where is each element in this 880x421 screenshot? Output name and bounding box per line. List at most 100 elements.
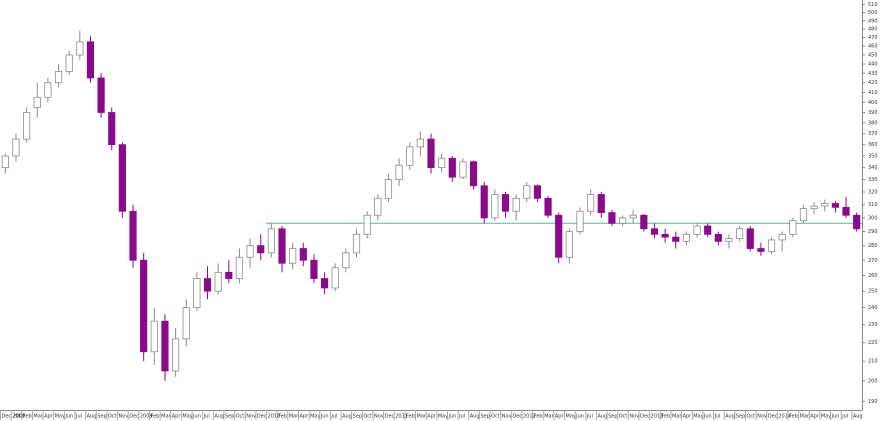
y-tick-label: 500 — [868, 10, 878, 16]
x-tick-label: Feb — [278, 414, 287, 420]
x-tick-label: 2008 — [12, 414, 25, 420]
x-tick-label: Jul — [586, 414, 593, 420]
x-tick-label: Jun — [64, 414, 73, 420]
candle-body — [523, 185, 531, 199]
x-tick-label: Apr — [427, 414, 437, 420]
candle-body — [693, 225, 701, 235]
candle-body — [736, 228, 744, 239]
candle-body — [650, 228, 659, 235]
x-tick-label: Aug — [470, 414, 480, 420]
candle-body — [576, 210, 584, 232]
y-tick-label: 450 — [868, 52, 878, 58]
x-tick-label: 2011 — [395, 414, 408, 420]
x-tick-label: Sep — [225, 414, 234, 420]
candle-body — [544, 197, 552, 216]
x-tick-label: 2010 — [268, 414, 281, 420]
x-tick-label: Apr — [172, 414, 182, 420]
x-tick-label: Nov — [757, 414, 767, 420]
candle-body — [384, 179, 393, 199]
x-tick-label: Feb — [534, 414, 543, 420]
x-tick-label: Aug — [214, 414, 224, 420]
candle-body — [257, 245, 265, 254]
candle-body — [799, 208, 808, 222]
candle-body — [725, 238, 733, 242]
y-tick-label: 290 — [868, 229, 878, 235]
y-tick-label: 510 — [868, 2, 878, 8]
x-tick-label: Jul — [458, 414, 465, 420]
x-tick-label: Dec — [129, 414, 139, 420]
x-tick-label: May — [693, 414, 703, 420]
y-tick-label: 420 — [868, 80, 878, 86]
candle-body — [246, 245, 254, 258]
x-tick-label: Dec — [768, 414, 778, 420]
y-tick-label: 360 — [868, 142, 878, 148]
y-tick-label: 480 — [868, 27, 878, 33]
candle-body — [225, 271, 233, 279]
candle-body — [448, 157, 456, 178]
x-tick-label: Oct — [491, 414, 500, 420]
candle-body — [767, 239, 776, 252]
candle-body — [682, 233, 691, 242]
x-tick-label: Aug — [342, 414, 352, 420]
candle-body — [661, 233, 669, 238]
candle-body — [597, 194, 605, 213]
x-tick-label: Oct — [746, 414, 755, 420]
x-tick-label: May — [566, 414, 576, 420]
candle-body — [289, 248, 297, 264]
y-tick-label: 200 — [868, 378, 878, 384]
y-tick-label: 250 — [868, 289, 878, 295]
candle-body — [203, 278, 212, 292]
candle-body — [810, 205, 818, 210]
x-tick-label: 2009 — [140, 414, 153, 420]
y-tick-label: 470 — [868, 35, 878, 41]
x-tick-label: Dec — [385, 414, 395, 420]
candle-body — [629, 214, 637, 219]
x-tick-label: Jul — [203, 414, 210, 420]
x-tick-label: Oct — [236, 414, 245, 420]
candle-body — [565, 231, 573, 258]
candle-body — [491, 194, 499, 219]
x-tick-label: 2012 — [523, 414, 536, 420]
y-tick-label: 390 — [868, 110, 878, 116]
candle-body — [352, 233, 361, 254]
x-tick-label: May — [310, 414, 320, 420]
x-tick-label: Jun — [831, 414, 840, 420]
candle-body — [320, 278, 329, 289]
x-tick-label: Mar — [417, 414, 427, 420]
x-tick-label: Mar — [800, 414, 810, 420]
x-tick-label: Nov — [629, 414, 639, 420]
x-tick-label: Jun — [320, 414, 329, 420]
y-tick-label: 410 — [868, 90, 878, 96]
candle-body — [299, 248, 307, 261]
x-tick-label: Aug — [853, 414, 863, 420]
x-tick-label: Oct — [108, 414, 117, 420]
x-tick-label: Apr — [683, 414, 693, 420]
y-tick-label: 350 — [868, 153, 878, 159]
candle-body — [469, 161, 478, 187]
candle-body — [44, 82, 52, 98]
candle-body — [278, 228, 286, 264]
x-tick-label: May — [182, 414, 192, 420]
x-tick-label: Feb — [789, 414, 798, 420]
y-tick-label: 460 — [868, 44, 878, 50]
candle-body — [406, 146, 414, 166]
y-tick-label: 210 — [868, 359, 878, 365]
x-tick-label: Aug — [597, 414, 607, 420]
x-tick-label: Sep — [608, 414, 617, 420]
x-tick-label: Jul — [330, 414, 337, 420]
x-tick-label: Apr — [44, 414, 54, 420]
candle-body — [395, 164, 403, 181]
y-tick-label: 430 — [868, 71, 878, 77]
candle-body — [97, 77, 105, 113]
x-tick-label: Jul — [75, 414, 82, 420]
candle-body — [853, 214, 861, 230]
candle-body — [480, 185, 488, 219]
y-tick-label: 330 — [868, 177, 878, 183]
y-tick-label: 380 — [868, 120, 878, 126]
candle-body — [501, 194, 510, 212]
y-tick-label: 220 — [868, 340, 878, 346]
x-tick-label: Nov — [502, 414, 512, 420]
candle-body — [76, 41, 84, 56]
candle-body — [363, 214, 371, 235]
